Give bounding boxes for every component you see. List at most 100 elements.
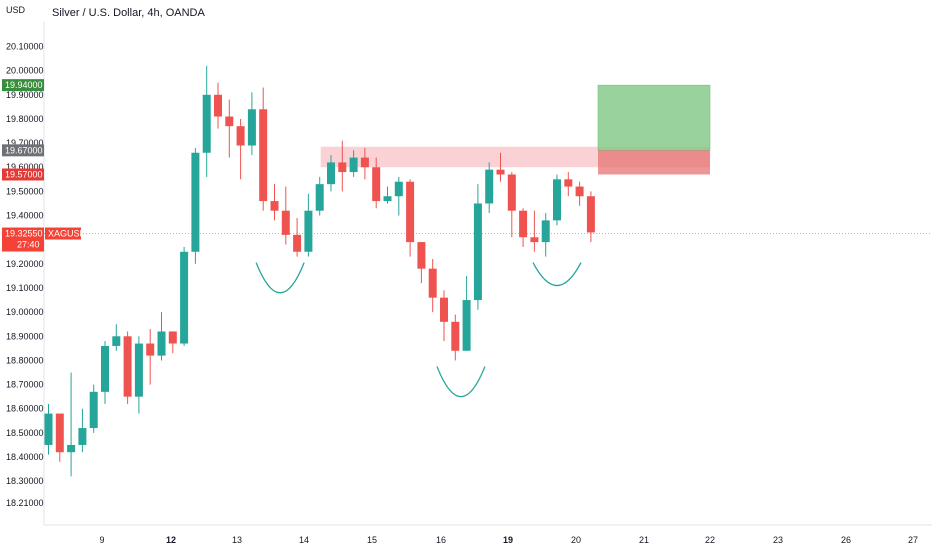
y-tick-label: 19.70000: [6, 138, 44, 148]
x-axis-ticks: 9 12 13 14 15 16 19 20 21 22 23 26 27: [99, 535, 918, 545]
candle[interactable]: [112, 324, 121, 351]
candle[interactable]: [259, 87, 268, 211]
y-tick-label: 19.90000: [6, 90, 44, 100]
y-tick-label: 18.90000: [6, 331, 44, 341]
current-price-label: 19.32550: [5, 229, 43, 239]
candle[interactable]: [406, 179, 415, 257]
y-tick-label: 19.40000: [6, 211, 44, 221]
candles: [44, 65, 595, 477]
candle[interactable]: [586, 191, 595, 243]
candle[interactable]: [372, 157, 381, 209]
candle[interactable]: [315, 176, 324, 216]
price-badge: [2, 168, 44, 181]
y-tick-label: 18.40000: [6, 452, 44, 462]
x-tick-label: 26: [841, 535, 851, 545]
rounded-bottom-marker[interactable]: [436, 366, 486, 398]
price-badge-label: 19.94000: [5, 80, 43, 90]
y-tick-label: 19.60000: [6, 162, 44, 172]
candle[interactable]: [349, 150, 358, 177]
y-tick-label: 18.50000: [6, 428, 44, 438]
candle[interactable]: [123, 331, 132, 404]
candle[interactable]: [55, 413, 64, 462]
symbol-tag-label: XAGUSD: [48, 229, 87, 239]
y-tick-label: 19.20000: [6, 259, 44, 269]
x-tick-label: 21: [639, 535, 649, 545]
candle[interactable]: [67, 372, 76, 477]
x-tick-label: 20: [571, 535, 581, 545]
y-tick-label: 19.10000: [6, 283, 44, 293]
bar-countdown-label: 27:40: [17, 240, 40, 250]
pattern-markers: [255, 262, 582, 398]
x-tick-label: 14: [299, 535, 309, 545]
position-stop-zone[interactable]: [598, 150, 710, 175]
candle[interactable]: [360, 147, 369, 180]
y-tick-label: 19.50000: [6, 186, 44, 196]
y-tick-label: 19.80000: [6, 114, 44, 124]
x-tick-label: 27: [908, 535, 918, 545]
candle[interactable]: [214, 82, 222, 129]
candle[interactable]: [530, 210, 539, 252]
candle[interactable]: [168, 331, 177, 354]
candle[interactable]: [180, 246, 189, 346]
candle[interactable]: [89, 384, 98, 433]
candle[interactable]: [236, 118, 245, 180]
candle[interactable]: [440, 290, 448, 342]
y-tick-label: 18.80000: [6, 355, 44, 365]
candle[interactable]: [485, 162, 494, 214]
candle[interactable]: [327, 155, 335, 192]
candle[interactable]: [462, 275, 471, 351]
candle[interactable]: [575, 181, 584, 206]
candle[interactable]: [383, 186, 392, 204]
rounded-bottom-marker[interactable]: [255, 262, 305, 294]
candle[interactable]: [428, 259, 437, 313]
y-tick-label: 18.70000: [6, 380, 44, 390]
candle[interactable]: [247, 92, 256, 156]
price-badge: [2, 144, 44, 157]
candle[interactable]: [270, 184, 279, 221]
candle[interactable]: [281, 186, 290, 245]
candle[interactable]: [293, 217, 302, 257]
price-badge-label: 19.67000: [5, 145, 43, 155]
candle[interactable]: [146, 329, 155, 385]
candle[interactable]: [44, 403, 53, 455]
candle[interactable]: [101, 341, 109, 404]
y-tick-label: 20.00000: [6, 66, 44, 76]
candle[interactable]: [134, 336, 143, 414]
candle[interactable]: [78, 408, 87, 453]
rounded-bottom-marker[interactable]: [532, 262, 582, 287]
candle[interactable]: [225, 99, 234, 158]
candle[interactable]: [202, 65, 211, 177]
candle[interactable]: [541, 213, 550, 257]
candle[interactable]: [157, 312, 166, 361]
candle[interactable]: [473, 184, 482, 310]
candle[interactable]: [304, 193, 313, 257]
y-tick-label: 18.30000: [6, 476, 44, 486]
price-badge-label: 19.57000: [5, 169, 43, 179]
candle[interactable]: [553, 174, 561, 226]
candle[interactable]: [451, 314, 460, 361]
x-tick-label: 9: [99, 535, 104, 545]
price-badge: [2, 79, 44, 92]
candle[interactable]: [338, 140, 347, 192]
candle[interactable]: [496, 152, 505, 182]
x-tick-label: 15: [367, 535, 377, 545]
x-tick-label: 12: [166, 535, 176, 545]
candle[interactable]: [417, 242, 426, 284]
x-tick-label: 13: [232, 535, 242, 545]
candle[interactable]: [394, 176, 403, 216]
position-profit-zone[interactable]: [597, 84, 711, 151]
currency-unit-label: USD: [6, 5, 26, 15]
chart-title: Silver / U.S. Dollar, 4h, OANDA: [52, 7, 205, 19]
y-tick-label: 18.21000: [6, 498, 44, 508]
x-tick-label: 23: [773, 535, 783, 545]
candle[interactable]: [507, 172, 516, 238]
y-tick-label: 19.00000: [6, 307, 44, 317]
candle[interactable]: [191, 147, 200, 264]
candle[interactable]: [564, 172, 573, 197]
x-tick-label: 22: [705, 535, 715, 545]
candle[interactable]: [519, 208, 528, 247]
y-axis-ticks: 20.10000 20.00000 19.90000 19.80000 19.70000…: [6, 41, 44, 507]
